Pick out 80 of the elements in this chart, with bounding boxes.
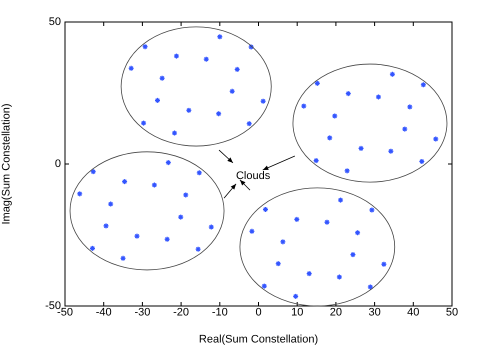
point xyxy=(368,206,375,214)
point xyxy=(406,104,413,110)
point xyxy=(402,126,408,132)
annotation: Clouds xyxy=(236,170,271,182)
y-axis-title: Imag(Sum Constellation) xyxy=(0,103,13,225)
point xyxy=(275,260,282,267)
point xyxy=(314,80,320,86)
point xyxy=(208,224,214,230)
point xyxy=(120,255,126,262)
x-tick-label: -10 xyxy=(212,306,228,319)
x-tick-label: 40 xyxy=(407,306,420,319)
x-tick-label: 30 xyxy=(368,306,381,319)
y-tick-label: 50 xyxy=(48,16,61,28)
point xyxy=(324,219,330,226)
point xyxy=(229,88,236,94)
y-tick-label: 0 xyxy=(54,158,61,170)
point xyxy=(108,200,114,208)
point xyxy=(292,293,299,300)
point xyxy=(128,65,134,72)
point xyxy=(261,283,268,290)
x-tick-label: 10 xyxy=(291,306,304,319)
point xyxy=(300,102,307,110)
point xyxy=(171,130,178,136)
point xyxy=(246,120,252,127)
point xyxy=(140,120,147,126)
point xyxy=(388,148,394,154)
x-tick-label: 20 xyxy=(330,306,342,319)
point xyxy=(350,251,356,258)
point xyxy=(186,107,192,114)
point xyxy=(326,134,333,141)
point xyxy=(354,230,361,236)
point xyxy=(280,238,286,245)
point xyxy=(344,168,350,174)
point xyxy=(367,284,374,290)
point xyxy=(306,270,312,277)
point xyxy=(234,66,240,73)
point xyxy=(154,97,161,104)
point xyxy=(248,228,256,234)
x-tick-label: -40 xyxy=(96,306,112,319)
point xyxy=(380,261,387,268)
point xyxy=(216,110,222,117)
point xyxy=(203,56,210,62)
point xyxy=(336,274,342,280)
point xyxy=(195,246,202,252)
point xyxy=(345,90,352,97)
point xyxy=(248,44,254,50)
x-tick-label: -50 xyxy=(57,306,73,319)
point xyxy=(262,206,269,213)
point xyxy=(389,71,396,78)
point xyxy=(102,222,110,230)
x-tick-label: 50 xyxy=(446,306,458,319)
point xyxy=(313,157,320,164)
x-tick-label: -20 xyxy=(173,306,190,319)
point xyxy=(196,170,202,176)
point xyxy=(294,216,300,222)
x-axis-title: Real(Sum Constellation) xyxy=(198,333,318,346)
point xyxy=(122,178,128,185)
point xyxy=(260,98,266,104)
point xyxy=(358,145,364,152)
point xyxy=(164,236,170,242)
point xyxy=(89,245,96,252)
point xyxy=(432,136,439,142)
point xyxy=(375,94,382,100)
point xyxy=(151,182,158,188)
point xyxy=(332,112,338,120)
point xyxy=(173,52,180,60)
point xyxy=(76,190,83,197)
point xyxy=(420,82,426,88)
point xyxy=(165,159,172,166)
x-tick-label: -30 xyxy=(134,306,150,319)
x-tick-label: 0 xyxy=(255,306,262,319)
point xyxy=(90,168,96,175)
point xyxy=(134,233,140,240)
point xyxy=(142,44,148,50)
point xyxy=(182,192,189,198)
point xyxy=(178,214,184,220)
point xyxy=(418,158,425,165)
point xyxy=(159,75,166,82)
point xyxy=(337,196,344,204)
point xyxy=(216,34,223,40)
